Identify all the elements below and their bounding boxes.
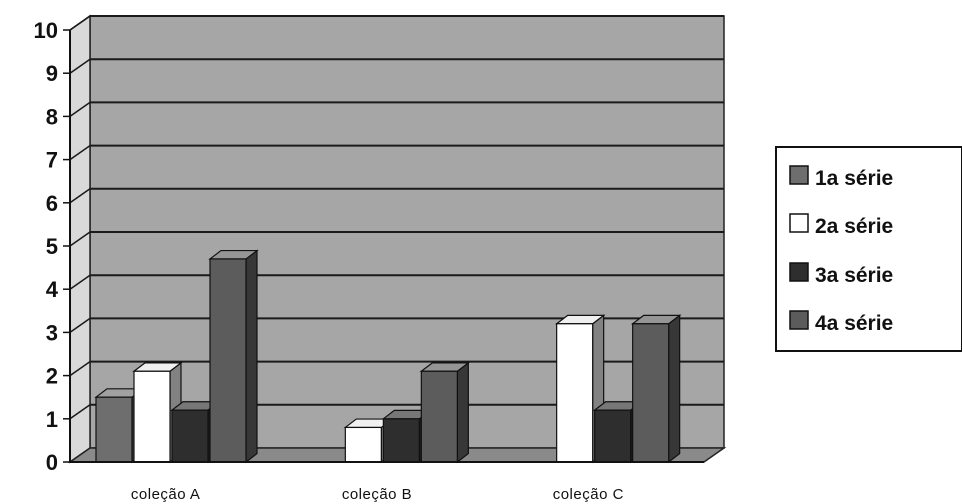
bar [95, 396, 133, 463]
x-tick-label: coleção A [131, 486, 201, 503]
gridline-side [69, 231, 91, 247]
bar-side [456, 361, 469, 464]
legend-swatch-3 [789, 262, 809, 282]
x-tick-label: coleção B [342, 486, 412, 503]
bar [632, 323, 670, 463]
gridline-side [69, 15, 91, 31]
y-tick-label: 10 [34, 18, 58, 43]
gridline-side [69, 317, 91, 334]
gridline-side [69, 274, 91, 290]
y-tick-label: 0 [46, 450, 58, 475]
gridline-side [69, 101, 91, 118]
y-tick-label: 7 [46, 148, 58, 173]
legend-swatch-1 [789, 165, 809, 185]
plot-area [67, 14, 727, 464]
bar-side [668, 314, 681, 464]
y-tick-label: 3 [46, 320, 58, 345]
gridline-side [69, 144, 91, 161]
bar [382, 418, 420, 463]
y-tick-label: 6 [46, 191, 58, 216]
legend-swatch-4 [789, 310, 809, 330]
bar [209, 258, 247, 463]
x-tick-label: coleção C [553, 486, 624, 503]
y-tick-label: 1 [46, 407, 58, 432]
y-tick-label: 2 [46, 364, 58, 389]
bar [420, 370, 458, 463]
legend-label-2: 2a série [815, 215, 893, 238]
y-tick-label: 8 [46, 104, 58, 129]
y-tick-label: 4 [46, 277, 59, 302]
gridline-side [69, 404, 91, 420]
gridline-side [69, 58, 91, 74]
y-tick-label: 9 [46, 61, 58, 86]
legend: 1a série 2a série 3a série 4a série [775, 146, 962, 352]
gridline-side [69, 188, 91, 204]
gridline-side [69, 360, 91, 377]
bar [594, 409, 632, 463]
legend-label-4: 4a série [815, 312, 893, 335]
bar [171, 409, 209, 463]
bar [556, 323, 594, 463]
axis-labels: 0 1 2 3 4 5 6 7 8 9 10 coleção A coleção B coleção C [34, 18, 704, 503]
bars [94, 249, 682, 464]
bar-side [245, 249, 258, 464]
y-tick-label: 5 [46, 234, 58, 259]
legend-swatch-2 [789, 213, 809, 233]
bar [133, 370, 171, 463]
legend-label-3: 3a série [815, 264, 893, 287]
legend-label-1: 1a série [815, 167, 893, 190]
bar [344, 426, 382, 463]
